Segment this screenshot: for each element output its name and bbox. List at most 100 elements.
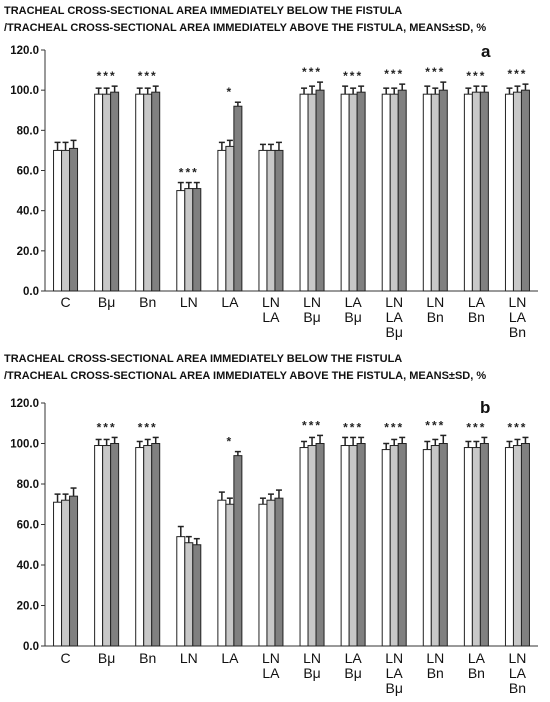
significance-stars: * — [227, 85, 234, 99]
bar — [266, 149, 276, 292]
x-tick-label: LA Bn — [468, 650, 486, 681]
x-tick-label-line: LN — [262, 294, 280, 310]
x-tick-label-line: Bμ — [344, 309, 361, 325]
bar — [94, 93, 104, 292]
bar — [438, 443, 448, 647]
x-tick-label: LN LA Bμ — [385, 650, 403, 696]
significance-stars: *** — [466, 69, 486, 83]
chart-panel-a: TRACHEAL CROSS-SECTIONAL AREA IMMEDIATEL… — [4, 5, 538, 340]
x-tick-label-line: Bn — [139, 294, 156, 310]
bar — [479, 443, 489, 647]
bar — [348, 93, 358, 292]
bar — [430, 93, 440, 292]
bar — [143, 445, 153, 647]
bar — [512, 445, 522, 647]
x-tick-label-line: Bμ — [98, 650, 115, 666]
x-tick-label-line: Bμ — [303, 665, 320, 681]
significance-stars: *** — [507, 420, 527, 434]
x-tick-label: LN Bn — [426, 294, 444, 325]
x-tick-label-line: Bn — [427, 665, 444, 681]
bar — [307, 445, 317, 647]
bar — [110, 91, 120, 292]
significance-stars: * — [227, 435, 234, 449]
bar — [184, 188, 194, 292]
bar — [102, 445, 112, 647]
x-tick-label-line: LN — [180, 294, 198, 310]
x-tick-label-line: Bμ — [98, 294, 115, 310]
bar — [143, 93, 153, 292]
bar — [356, 91, 366, 292]
bar — [135, 93, 145, 292]
bar — [176, 190, 186, 292]
bar — [463, 447, 473, 647]
x-tick-label-line: LA — [509, 309, 527, 325]
significance-stars: *** — [507, 67, 527, 81]
bar — [299, 93, 309, 292]
bar — [397, 443, 407, 647]
bar — [471, 91, 481, 292]
x-tick-label-line: Bμ — [344, 665, 361, 681]
bar — [192, 188, 202, 292]
y-tick-label: 0.0 — [23, 641, 39, 653]
x-tick-label-line: LA — [262, 309, 280, 325]
x-tick-label: LA — [221, 294, 239, 310]
bar — [233, 455, 243, 647]
bar — [135, 447, 145, 647]
chart-panel-b: TRACHEAL CROSS-SECTIONAL AREA IMMEDIATEL… — [4, 353, 538, 696]
significance-stars: *** — [302, 65, 322, 79]
significance-stars: *** — [425, 65, 445, 79]
bar — [61, 499, 71, 647]
bar — [520, 443, 530, 647]
bar — [184, 542, 194, 647]
bar — [438, 89, 448, 292]
x-tick-label: LA — [221, 650, 239, 666]
bar — [315, 443, 325, 647]
bar — [471, 447, 481, 647]
x-tick-label: Bμ — [98, 650, 115, 666]
significance-stars: *** — [425, 418, 445, 432]
bar — [53, 149, 63, 292]
bar — [274, 149, 284, 292]
panel-label: a — [481, 42, 491, 61]
bar — [397, 89, 407, 292]
bar — [225, 503, 235, 647]
bar — [381, 449, 391, 647]
bar — [381, 93, 391, 292]
y-tick-label: 60.0 — [17, 166, 39, 178]
bar — [233, 105, 243, 292]
bar — [61, 149, 71, 292]
x-tick-label: Bn — [139, 294, 156, 310]
x-tick-label-line: LN — [303, 650, 321, 666]
bar — [307, 93, 317, 292]
y-tick-label: 0.0 — [23, 286, 39, 298]
x-tick-label: LN — [180, 294, 198, 310]
chart-title-line-1: TRACHEAL CROSS-SECTIONAL AREA IMMEDIATEL… — [4, 353, 402, 365]
significance-stars: *** — [97, 420, 117, 434]
x-tick-label-line: LA — [221, 294, 239, 310]
x-tick-label-line: LN — [262, 650, 280, 666]
bar — [520, 89, 530, 292]
x-tick-label: LN Bμ — [303, 294, 321, 325]
x-tick-label-line: Bn — [139, 650, 156, 666]
x-tick-label-line: LA — [221, 650, 239, 666]
x-tick-label-line: LN — [180, 650, 198, 666]
x-tick-label: Bn — [139, 650, 156, 666]
significance-stars: *** — [384, 420, 404, 434]
x-tick-label-line: LA — [262, 665, 280, 681]
bar — [299, 447, 309, 647]
x-tick-label-line: LN — [426, 650, 444, 666]
y-tick-label: 20.0 — [17, 601, 39, 613]
bar — [389, 445, 399, 647]
bar — [225, 145, 235, 292]
bar — [53, 501, 63, 647]
y-tick-label: 40.0 — [17, 206, 39, 218]
bar — [340, 93, 350, 292]
x-tick-label: LN LA Bn — [509, 294, 527, 340]
x-tick-label-line: LN — [509, 294, 527, 310]
bar — [315, 89, 325, 292]
x-tick-label-line: Bn — [468, 309, 485, 325]
bar — [69, 495, 79, 647]
bar — [217, 499, 227, 647]
y-tick-label: 100.0 — [10, 85, 39, 97]
